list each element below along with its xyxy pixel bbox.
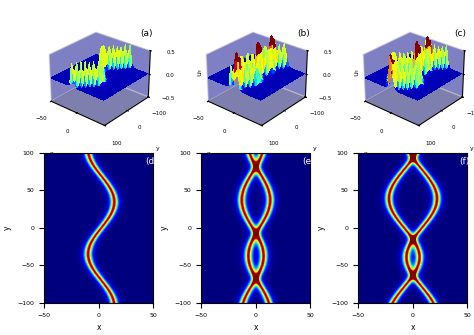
Text: (f): (f) (460, 157, 470, 166)
Text: (a): (a) (140, 29, 153, 38)
X-axis label: x: x (410, 323, 415, 332)
Y-axis label: y: y (160, 226, 169, 230)
Text: (d): (d) (146, 157, 158, 166)
Text: (b): (b) (297, 29, 310, 38)
X-axis label: x: x (206, 151, 210, 156)
Y-axis label: y: y (3, 226, 12, 230)
Y-axis label: y: y (155, 146, 159, 151)
X-axis label: x: x (49, 151, 53, 156)
Y-axis label: y: y (317, 226, 326, 230)
Text: (e): (e) (302, 157, 315, 166)
Y-axis label: y: y (470, 146, 474, 151)
X-axis label: x: x (96, 323, 101, 332)
Y-axis label: y: y (313, 146, 316, 151)
Text: (c): (c) (454, 29, 466, 38)
X-axis label: x: x (254, 323, 258, 332)
X-axis label: x: x (364, 151, 367, 156)
